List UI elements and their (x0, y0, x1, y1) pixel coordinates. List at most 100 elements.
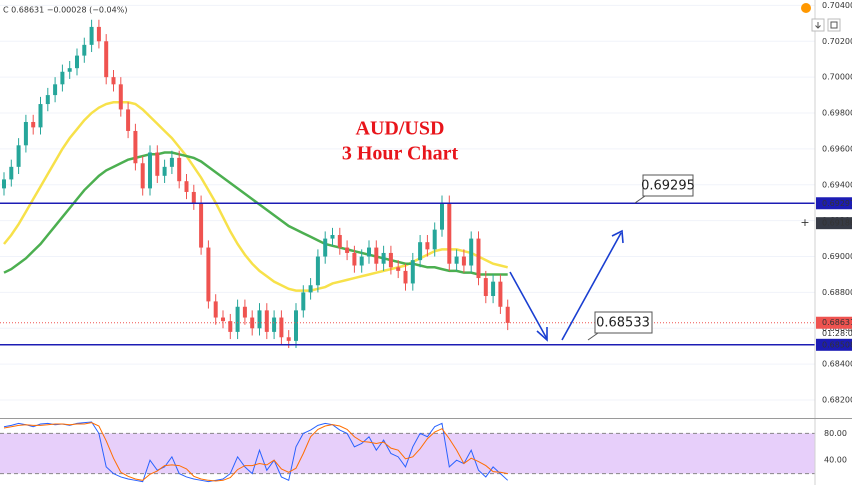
candle-body (425, 242, 430, 250)
candle-body (221, 317, 225, 322)
candle-body (337, 235, 342, 248)
candle-body (403, 270, 408, 284)
candle-body (9, 166, 14, 180)
candle-body (359, 256, 364, 266)
candle-body (133, 130, 138, 164)
candle-body (60, 71, 65, 85)
price-label-bg (816, 316, 852, 329)
candle-body (89, 26, 94, 45)
candle-body (272, 317, 277, 332)
y-tick-label: 0.70400 (822, 1, 852, 10)
alert-icon[interactable] (801, 3, 811, 13)
annotation: 0.69295 (641, 179, 695, 194)
candle-body (483, 278, 488, 297)
candle-body (16, 145, 21, 167)
candle-body (104, 41, 109, 78)
price-pane (0, 4, 815, 401)
y-tick-label: 0.70000 (822, 73, 852, 82)
candle-body (169, 157, 174, 167)
candle-body (469, 238, 474, 266)
candle-body (257, 310, 262, 329)
candle-body (177, 157, 182, 182)
y-tick-label: 0.69400 (822, 180, 852, 189)
candle-body (352, 252, 357, 266)
price-label-bg (816, 197, 852, 210)
arrow-head (611, 229, 624, 244)
arrow-down (509, 271, 548, 340)
candle-body (67, 68, 72, 72)
candle-body (345, 247, 350, 253)
price-label-bg (816, 338, 852, 351)
y-tick-label: 0.68400 (822, 360, 852, 369)
annotation-box (642, 174, 694, 197)
oscillator-pane (0, 421, 815, 483)
chart-title: AUD/USD (356, 118, 445, 140)
annotation-leader (587, 332, 599, 341)
candle-body (264, 310, 269, 332)
candle-body (323, 238, 328, 257)
candle-body (505, 306, 510, 323)
candle-body (374, 247, 379, 264)
annotation-box (594, 311, 653, 334)
y-tick-label: 0.68200 (822, 396, 852, 405)
candle-body (53, 84, 58, 96)
candle-body (447, 202, 452, 264)
oscillator-band (0, 433, 815, 474)
candle-body (38, 104, 43, 128)
candle-body (140, 163, 145, 189)
countdown: 01:28:06 (822, 329, 852, 338)
candle-body (294, 310, 298, 341)
candle-body (461, 256, 466, 266)
candle-body (82, 44, 87, 56)
arrow-up (561, 232, 622, 341)
candle-body (491, 281, 496, 297)
candle-body (126, 109, 131, 131)
arrow-head (536, 327, 548, 342)
candle-body (184, 181, 189, 192)
candle-body (301, 292, 306, 311)
moving-average (3, 151, 508, 276)
candle-body (286, 337, 291, 341)
candle-body (96, 26, 101, 42)
candle-body (148, 152, 152, 189)
candle-body (235, 306, 240, 332)
candle-body (396, 267, 401, 271)
candle-body (440, 202, 444, 230)
oscillator-tick-label: 40.00 (824, 456, 847, 465)
scroll-icon (815, 22, 821, 29)
candle-body (45, 95, 50, 105)
candle-body (418, 242, 423, 261)
candle-body (308, 285, 313, 293)
last-price-label: 0.68631 (822, 318, 852, 327)
candle-body (2, 179, 6, 189)
candle-body (454, 256, 459, 264)
y-tick-label: 0.69800 (822, 109, 852, 118)
forecast-arrows (509, 229, 624, 342)
moving-average (3, 101, 508, 292)
candle-body (191, 191, 196, 203)
candle-body (31, 121, 36, 128)
candle-body (315, 256, 320, 286)
candle-body (199, 202, 204, 248)
candle-body (476, 238, 481, 279)
candle-body (279, 317, 284, 338)
fullscreen-button[interactable] (827, 18, 841, 32)
candle-body (155, 152, 160, 176)
price-label-bg (816, 217, 852, 230)
candle-body (118, 84, 123, 110)
candle-body (206, 247, 211, 302)
price-label: 0.69297 (822, 199, 852, 208)
candle-body (330, 235, 335, 239)
oscillator-tick-label: 80.00 (824, 429, 847, 438)
candle-body (162, 166, 167, 176)
candle-body (388, 252, 393, 268)
fullscreen-icon (830, 21, 838, 29)
annotation-leader (634, 195, 646, 204)
candle-body (381, 252, 386, 264)
candle-body (23, 121, 28, 146)
y-tick-label: 0.70200 (822, 37, 852, 46)
ohlc-header: C 0.68631 −0.00028 (−0.04%) (3, 6, 127, 15)
candle-body (432, 229, 437, 250)
